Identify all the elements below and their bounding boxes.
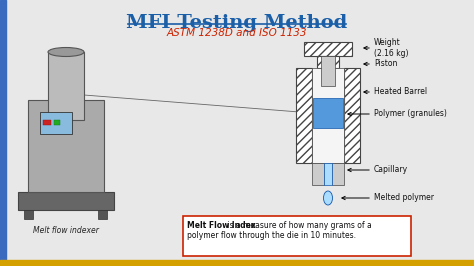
Bar — [0, 260, 474, 266]
FancyBboxPatch shape — [183, 216, 411, 256]
Text: Weight
(2.16 kg): Weight (2.16 kg) — [374, 38, 409, 58]
Bar — [344, 68, 360, 163]
Bar — [296, 68, 312, 163]
Ellipse shape — [48, 48, 84, 56]
Bar — [28, 100, 104, 192]
Bar — [43, 120, 51, 125]
Bar — [332, 163, 344, 185]
Bar — [48, 52, 84, 120]
Bar — [24, 210, 33, 219]
Bar — [18, 192, 114, 210]
Text: Piston: Piston — [374, 60, 397, 69]
Bar — [312, 163, 324, 185]
Text: Melt flow indexer: Melt flow indexer — [33, 226, 99, 235]
Bar — [54, 120, 60, 125]
Text: is a measure of how many grams of a
polymer flow through the die in 10 minutes.: is a measure of how many grams of a poly… — [187, 221, 372, 240]
Ellipse shape — [323, 191, 332, 205]
Bar — [317, 56, 339, 68]
Bar — [304, 42, 352, 56]
Bar — [312, 68, 344, 163]
Bar — [40, 112, 72, 134]
Text: Capillary: Capillary — [374, 165, 408, 174]
Text: ASTM 1238D and ISO 1133: ASTM 1238D and ISO 1133 — [167, 28, 307, 38]
Bar — [313, 98, 343, 128]
Text: Melt Flow Index: Melt Flow Index — [187, 221, 256, 230]
Text: MFI Testing Method: MFI Testing Method — [127, 14, 347, 32]
Text: Melted polymer: Melted polymer — [374, 193, 434, 202]
Text: Polymer (granules): Polymer (granules) — [374, 110, 447, 118]
Bar — [321, 56, 335, 86]
Bar — [324, 163, 332, 185]
Bar — [98, 210, 107, 219]
Bar — [0, 0, 6, 266]
Text: Heated Barrel: Heated Barrel — [374, 88, 427, 97]
